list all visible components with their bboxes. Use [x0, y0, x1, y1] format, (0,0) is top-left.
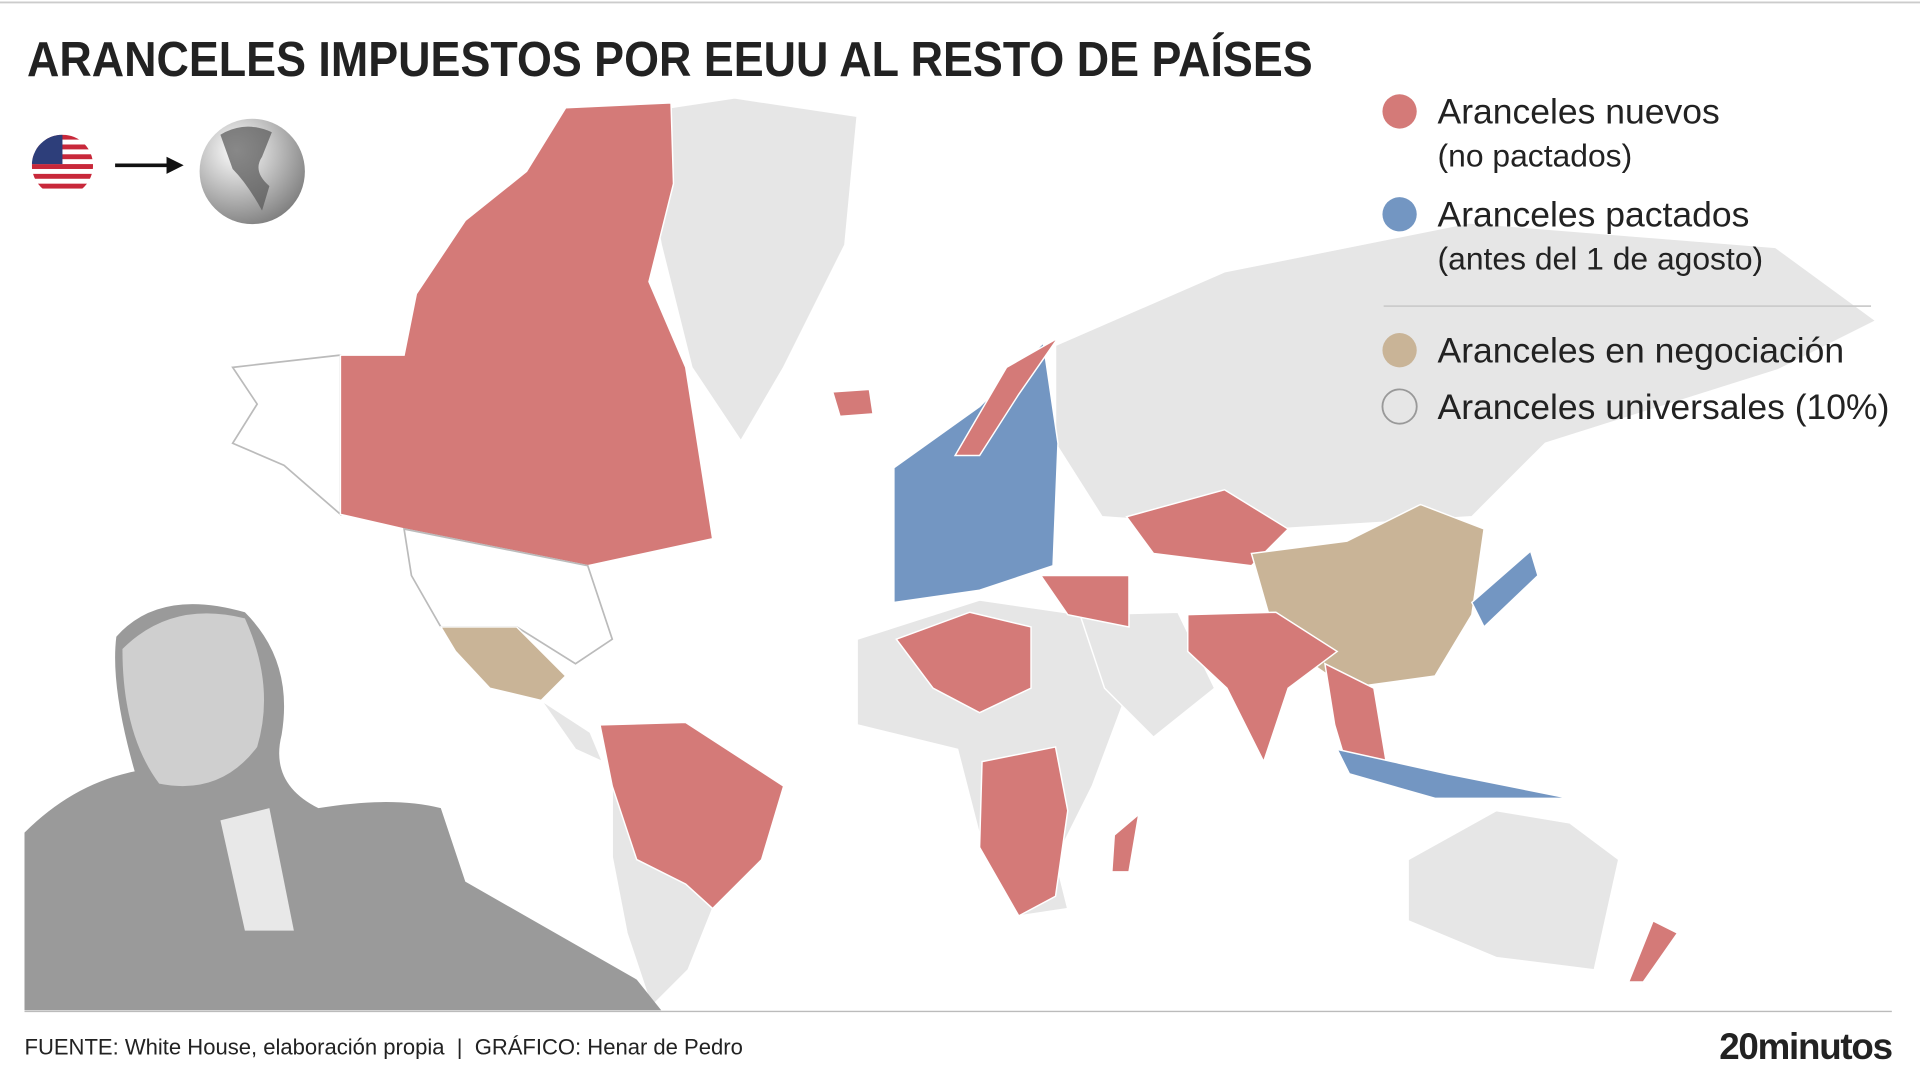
legend-swatch	[1381, 388, 1418, 425]
australia	[1407, 809, 1620, 971]
legend-label: Aranceles pactados	[1438, 195, 1750, 235]
legend-swatch	[1382, 333, 1417, 368]
legend-label: Aranceles en negociación	[1438, 330, 1845, 370]
new-zealand	[1627, 919, 1679, 983]
usa-flag-icon	[31, 134, 94, 196]
indonesia	[1335, 748, 1570, 800]
legend-note: (antes del 1 de agosto)	[1438, 240, 1764, 276]
canada	[339, 102, 714, 567]
legend-swatch	[1382, 197, 1417, 232]
india	[1187, 611, 1339, 764]
arrow-icon	[115, 156, 184, 174]
greenland	[635, 97, 858, 443]
usa	[403, 527, 614, 665]
europe	[893, 341, 1059, 604]
legend-note: (no pactados)	[1438, 138, 1633, 174]
north-africa	[895, 611, 1032, 714]
alaska	[231, 354, 342, 517]
iceland	[831, 388, 874, 418]
source: FUENTE: White House, elaboración propia …	[24, 1034, 742, 1059]
turkey	[1039, 574, 1130, 628]
kazakhstan	[1125, 489, 1290, 567]
south-america-north	[599, 721, 785, 910]
legend-label: Aranceles universales (10%)	[1438, 387, 1890, 427]
norway	[953, 337, 1059, 457]
middle-east	[1078, 611, 1216, 739]
legend-swatch	[1382, 94, 1417, 129]
sub-saharan-africa	[978, 746, 1069, 917]
brand: 20minutos	[1719, 1026, 1892, 1067]
globe-icon	[199, 118, 305, 225]
world-map	[231, 97, 1878, 1008]
legend-label: Aranceles nuevos	[1438, 92, 1720, 132]
russia	[1054, 222, 1878, 530]
central-america	[540, 699, 604, 764]
legend: Aranceles nuevos (no pactados) Aranceles p…	[1381, 92, 1890, 427]
title: ARANCELES IMPUESTOS POR EEUU AL RESTO DE…	[27, 33, 1313, 87]
japan	[1470, 549, 1539, 629]
portrait-photo	[24, 604, 662, 1011]
madagascar	[1111, 812, 1140, 873]
